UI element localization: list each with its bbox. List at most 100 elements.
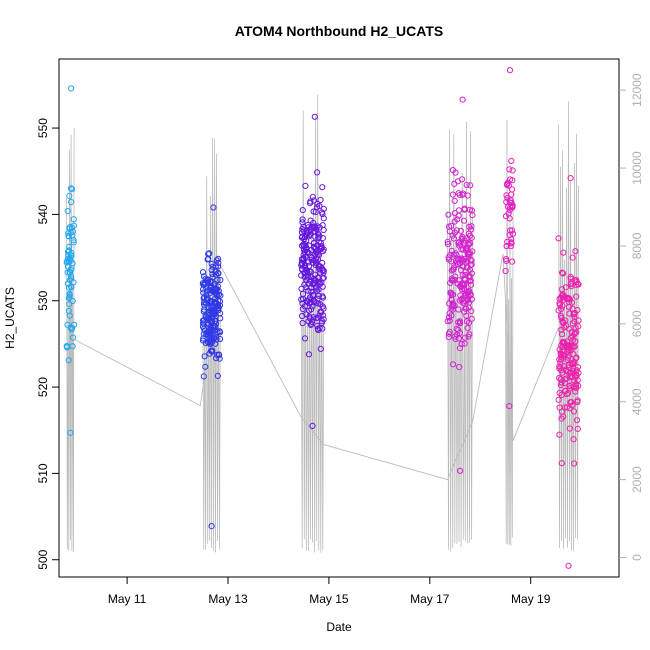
h2-point-f1-7 xyxy=(70,216,77,223)
h2-point-f4-201 xyxy=(445,254,452,261)
h2-point-f3-90 xyxy=(302,182,309,189)
h2-point-f3-193 xyxy=(308,288,315,295)
h2-point-f2-188 xyxy=(210,204,217,211)
h2-point-f6-118 xyxy=(573,367,580,374)
h2-point-f4-66 xyxy=(444,241,451,248)
h2-point-f2-179 xyxy=(215,255,222,262)
y-tick-label-0: 500 xyxy=(36,549,50,569)
h2-point-f5-5 xyxy=(502,267,509,275)
h2-point-f3-61 xyxy=(298,296,305,303)
h2-point-f4-190 xyxy=(466,287,473,294)
h2-point-f3-162 xyxy=(299,305,306,313)
h2-point-f3-188 xyxy=(320,267,327,274)
h2-point-f5-28 xyxy=(508,239,515,246)
h2-point-f3-224 xyxy=(313,226,320,233)
h2-point-f3-83 xyxy=(320,226,327,234)
h2-point-f3-198 xyxy=(320,316,327,323)
h2-point-f6-98 xyxy=(556,365,563,372)
h2-point-f6-163 xyxy=(564,356,571,363)
h2-point-f6-97 xyxy=(558,331,566,338)
h2-point-f3-103 xyxy=(314,169,321,176)
h2-point-f1-43 xyxy=(67,273,75,280)
h2-point-f5-36 xyxy=(509,230,517,237)
h2-point-f6-59 xyxy=(558,326,565,333)
h2-point-f2-175 xyxy=(209,348,216,355)
h2-point-f4-94 xyxy=(463,312,470,319)
h2-point-f4-163 xyxy=(455,319,462,326)
h2-point-f4-148 xyxy=(451,210,458,217)
h2-point-f3-108 xyxy=(319,184,326,191)
h2-point-f3-208 xyxy=(311,251,319,258)
x-axis-label: Date xyxy=(326,620,352,634)
h2-point-f6-4 xyxy=(575,317,582,324)
h2-point-f3-125 xyxy=(307,298,314,305)
h2-point-f2-41 xyxy=(209,263,216,270)
h2-point-f2-159 xyxy=(201,306,208,313)
h2-point-f4-192 xyxy=(462,292,469,299)
y-tick-label-1: 510 xyxy=(36,463,50,483)
h2-point-f2-125 xyxy=(202,363,209,370)
h2-point-f4-97 xyxy=(446,317,453,324)
h2-point-f6-178 xyxy=(565,295,572,302)
h2-point-f4-119 xyxy=(450,266,457,273)
h2-point-f6-153 xyxy=(556,356,563,363)
h2-point-f1-2 xyxy=(68,186,76,193)
chart-title: ATOM4 Northbound H2_UCATS xyxy=(235,23,443,39)
h2-point-f3-183 xyxy=(303,237,310,244)
h2-point-f1-67 xyxy=(66,277,73,284)
y-tick-label-3: 530 xyxy=(36,290,50,310)
h2-point-f3-205 xyxy=(311,280,319,287)
h2-point-f2-153 xyxy=(205,250,212,258)
h2-point-f1-44 xyxy=(68,252,75,259)
h2-point-f4-124 xyxy=(456,345,463,352)
h2-point-f3-229 xyxy=(309,422,316,429)
h2-point-f4-84 xyxy=(448,267,455,274)
h2-point-f6-148 xyxy=(566,310,573,317)
h2-point-f6-133 xyxy=(572,338,579,345)
h2-point-f6-185 xyxy=(564,368,572,375)
h2-point-f4-199 xyxy=(459,280,466,287)
h2-point-f6-104 xyxy=(570,377,578,384)
h2-point-f2-186 xyxy=(212,313,219,320)
h2-point-f2-171 xyxy=(212,299,219,306)
h2-point-f3-112 xyxy=(307,217,314,224)
h2-point-f3-201 xyxy=(314,314,321,321)
h2-point-f6-140 xyxy=(570,360,577,367)
h2-point-f4-166 xyxy=(460,217,468,224)
h2-point-f4-41 xyxy=(449,167,456,174)
h2-point-f3-181 xyxy=(311,257,318,264)
h2-point-f1-66 xyxy=(69,297,76,304)
h2-point-f4-186 xyxy=(468,257,475,264)
h2-point-f4-176 xyxy=(448,296,455,303)
h2-point-f4-140 xyxy=(463,246,470,253)
h2-point-f6-55 xyxy=(574,364,582,371)
h2-point-f6-162 xyxy=(562,284,570,291)
h2-point-f3-200 xyxy=(310,279,317,286)
h2-point-f3-194 xyxy=(307,277,314,284)
h2-point-f3-202 xyxy=(314,322,321,329)
h2-point-f4-178 xyxy=(451,229,458,236)
h2-point-f2-164 xyxy=(204,338,211,346)
h2-point-f4-206 xyxy=(463,235,470,242)
h2-point-f6-170 xyxy=(563,338,571,345)
altitude-profile-1 xyxy=(66,127,75,553)
h2-point-f4-161 xyxy=(465,333,472,340)
h2-point-f6-174 xyxy=(560,319,567,326)
h2-point-f6-180 xyxy=(568,329,575,336)
h2-point-f2-185 xyxy=(208,298,215,306)
h2-point-f2-160 xyxy=(206,329,214,337)
h2-point-f4-202 xyxy=(445,330,452,337)
h2-point-f4-125 xyxy=(466,272,473,279)
h2-point-f3-191 xyxy=(311,297,318,305)
h2-point-f4-204 xyxy=(451,276,458,284)
h2-point-f6-68 xyxy=(571,460,578,467)
h2-point-f3-209 xyxy=(308,256,315,263)
h2-point-f6-66 xyxy=(571,358,578,366)
h2-point-f6-145 xyxy=(558,305,565,312)
h2-point-f3-197 xyxy=(313,284,320,291)
h2-point-f2-167 xyxy=(207,333,214,340)
h2-point-f6-150 xyxy=(558,379,565,386)
h2-point-f1-65 xyxy=(69,224,76,231)
h2-point-f2-114 xyxy=(200,281,207,288)
